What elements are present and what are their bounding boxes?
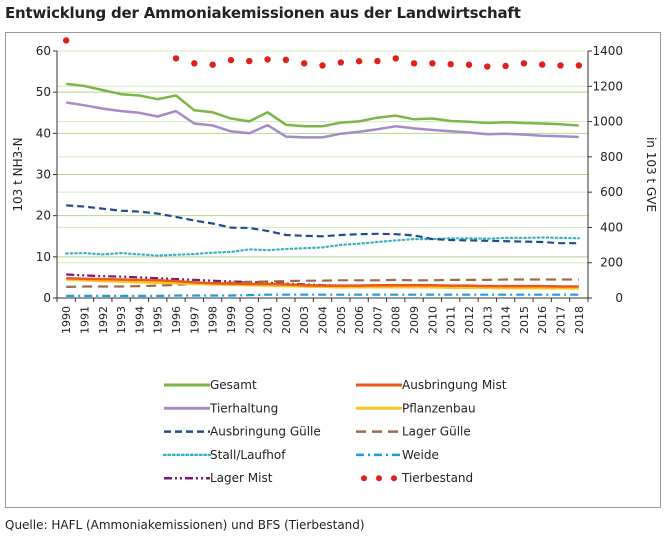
y-tick-label-right: 1200 [592,79,623,93]
x-tick-label: 2003 [298,306,311,334]
x-tick-label: 1996 [170,306,183,334]
x-tick-label: 1993 [115,306,128,334]
legend-swatch-tierbestand [361,475,367,482]
y-tick-label-left: 0 [43,291,51,305]
x-tick-label: 1997 [188,306,201,334]
legend-label-pflanzenbau: Pflanzenbau [402,401,476,415]
point-tierbestand [520,60,528,67]
point-tierbestand [410,60,418,67]
x-tick-label: 1991 [78,306,91,334]
y-tick-label-left: 10 [36,250,51,264]
x-tick-label: 2013 [481,306,494,334]
line-pflanzenbau [66,278,579,290]
legend-swatch-tierbestand [376,475,382,482]
point-tierbestand [465,61,473,68]
point-tierbestand [300,60,308,67]
point-tierbestand [227,56,235,64]
point-tierbestand [62,37,70,44]
y-tick-label-right: 0 [615,291,623,305]
line-tierhaltung [66,101,579,139]
x-tick-label: 2001 [262,306,275,334]
legend-label-lager-g-lle: Lager Gülle [402,425,471,439]
x-tick-label: 2005 [335,306,348,334]
legend-label-ausbringung-g-lle: Ausbringung Gülle [210,425,321,439]
x-tick-label: 2007 [371,306,384,334]
y-tick-label-right: 600 [600,185,623,199]
x-tick-label: 2004 [317,306,330,334]
y-tick-label-left: 50 [36,85,51,99]
x-tick-label: 2016 [536,306,549,334]
y-tick-label-right: 1000 [592,115,623,129]
x-tick-label: 1994 [133,306,146,334]
point-tierbestand [172,55,180,62]
x-tick-label: 1998 [207,306,220,334]
legend-label-gesamt: Gesamt [210,378,257,392]
legend-label-tierhaltung: Tierhaltung [209,401,278,415]
x-tick-label: 2006 [353,306,366,334]
point-tierbestand [575,62,583,69]
line-stall-laufhof [65,236,580,257]
x-tick-label: 2000 [243,306,256,334]
point-tierbestand [429,60,436,67]
point-tierbestand [337,59,345,66]
line-gesamt [66,82,579,128]
point-tierbestand [246,57,253,65]
point-tierbestand [502,62,509,70]
x-tick-label: 2011 [445,306,458,334]
point-tierbestand [374,57,381,65]
legend-label-lager-mist: Lager Mist [210,471,273,485]
x-tick-label: 2009 [408,306,421,334]
x-tick-label: 2012 [463,306,476,334]
point-tierbestand [191,60,198,67]
y-tick-label-left: 20 [36,209,51,223]
point-tierbestand [392,55,399,62]
y-tick-label-right: 800 [600,150,623,164]
point-tierbestand [539,61,546,68]
legend-label-ausbringung-mist: Ausbringung Mist [402,378,507,392]
legend-swatch-tierbestand [391,475,397,482]
point-tierbestand [209,61,216,68]
y-tick-label-left: 40 [36,126,51,140]
y-axis-title-right: in 103 t GVE [644,137,658,212]
chart-title: Entwicklung der Ammoniakemissionen aus d… [5,4,521,22]
point-tierbestand [355,58,363,65]
x-tick-label: 2014 [500,306,513,334]
x-tick-label: 1995 [152,306,165,334]
legend-label-stall-laufhof: Stall/Laufhof [210,448,286,462]
point-tierbestand [484,63,491,70]
chart-frame [5,32,661,508]
legend-label-tierbestand: Tierbestand [401,471,473,485]
line-ausbringung-g-lle [66,204,579,245]
y-tick-label-right: 1400 [592,44,623,58]
y-tick-label-right: 400 [600,220,623,234]
x-tick-label: 2017 [555,306,568,334]
x-tick-label: 2015 [518,306,531,334]
x-tick-label: 2010 [426,306,439,334]
point-tierbestand [282,56,290,64]
x-tick-label: 1992 [97,306,110,334]
x-tick-label: 1990 [60,306,73,334]
x-tick-label: 2002 [280,306,293,334]
line-lager-g-lle [66,278,579,288]
y-tick-label-left: 30 [36,168,51,182]
line-weide [66,293,579,297]
x-tick-label: 2018 [573,306,586,334]
x-tick-label: 2008 [390,306,403,334]
point-tierbestand [557,62,564,69]
point-tierbestand [447,61,454,68]
point-tierbestand [264,56,271,63]
point-tierbestand [319,62,326,69]
source-note: Quelle: HAFL (Ammoniakemissionen) und BF… [5,518,365,532]
y-tick-label-right: 200 [600,256,623,270]
legend-label-weide: Weide [402,448,439,462]
line-ausbringung-mist [66,276,579,288]
x-tick-label: 1999 [225,306,238,334]
y-tick-label-left: 60 [36,44,51,58]
y-axis-title-left: 103 t NH3-N [11,137,25,211]
